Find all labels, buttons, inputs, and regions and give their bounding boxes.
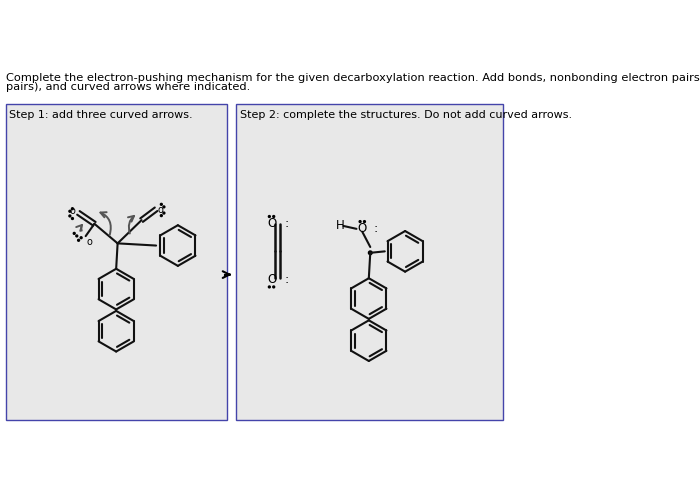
Circle shape <box>273 286 274 288</box>
Text: Complete the electron-pushing mechanism for the given decarboxylation reaction. : Complete the electron-pushing mechanism … <box>6 74 700 83</box>
Circle shape <box>268 286 270 288</box>
Circle shape <box>163 206 165 208</box>
Text: :: : <box>281 273 289 286</box>
Circle shape <box>76 235 78 237</box>
Circle shape <box>80 237 82 239</box>
Circle shape <box>69 215 71 217</box>
Text: Step 2: complete the structures. Do not add curved arrows.: Step 2: complete the structures. Do not … <box>239 110 572 120</box>
Text: pairs), and curved arrows where indicated.: pairs), and curved arrows where indicate… <box>6 82 250 92</box>
Circle shape <box>78 240 80 241</box>
Text: o: o <box>158 205 163 215</box>
Text: H: H <box>335 219 344 233</box>
Circle shape <box>359 221 361 222</box>
Text: O: O <box>358 222 367 235</box>
Bar <box>236 104 503 420</box>
Circle shape <box>74 233 75 234</box>
Text: O: O <box>267 273 276 286</box>
Text: Step 1: add three curved arrows.: Step 1: add three curved arrows. <box>9 110 193 120</box>
Circle shape <box>268 215 270 217</box>
Text: :: : <box>370 222 378 235</box>
Circle shape <box>160 204 162 206</box>
Circle shape <box>363 221 365 222</box>
Circle shape <box>71 217 74 219</box>
Circle shape <box>69 210 71 212</box>
Circle shape <box>71 208 74 209</box>
Text: O: O <box>267 216 276 230</box>
Circle shape <box>273 215 274 217</box>
Text: o: o <box>86 237 92 247</box>
Bar <box>6 104 228 420</box>
Circle shape <box>160 215 162 216</box>
Text: o: o <box>70 206 76 216</box>
Circle shape <box>368 251 372 254</box>
Text: :: : <box>281 216 289 230</box>
Circle shape <box>163 212 165 214</box>
